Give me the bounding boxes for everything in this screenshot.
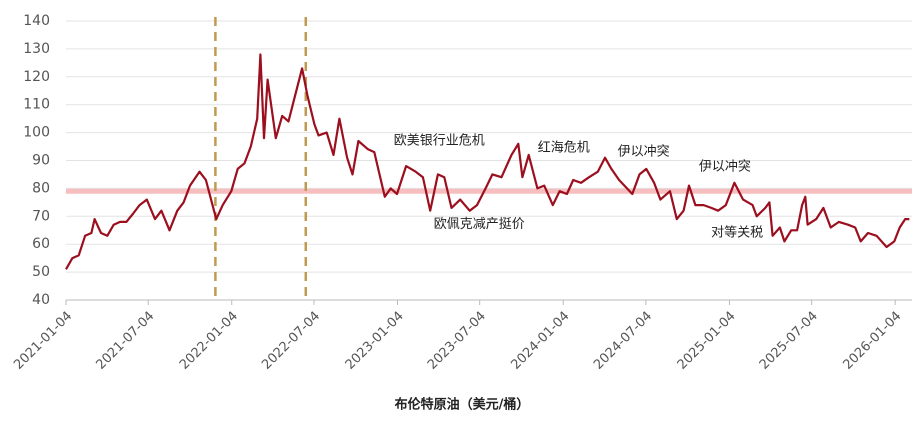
y-tick-label: 130 (23, 41, 50, 57)
y-tick-label: 120 (23, 69, 50, 85)
y-tick-label: 50 (32, 264, 50, 280)
price-line (65, 53, 910, 270)
y-tick-label: 60 (32, 236, 50, 252)
annotation: 伊以冲突 (699, 158, 751, 174)
x-tick-label: 2026-01-04 (840, 309, 904, 373)
y-tick-label: 70 (32, 208, 50, 224)
x-tick-label: 2025-07-04 (757, 309, 821, 373)
annotation: 伊以冲突 (618, 144, 670, 160)
annotation: 欧美银行业危机 (394, 133, 485, 148)
x-tick-label: 2024-07-04 (591, 309, 655, 373)
x-tick-label: 2023-07-04 (425, 309, 489, 373)
y-tick-label: 100 (23, 125, 50, 141)
x-tick-label: 2021-01-04 (11, 309, 75, 373)
annotation: 对等关税 (711, 225, 763, 241)
y-tick-label: 80 (32, 180, 50, 196)
annotation: 红海危机 (538, 139, 590, 155)
x-axis-title: 布伦特原油（美元/桶） (395, 397, 530, 413)
y-tick-label: 40 (32, 292, 50, 308)
y-tick-label: 140 (23, 13, 50, 29)
x-tick-label: 2024-01-04 (509, 309, 573, 373)
x-tick-label: 2021-07-04 (93, 309, 157, 373)
x-tick-label: 2023-01-04 (343, 309, 407, 373)
x-tick-label: 2022-01-04 (177, 309, 241, 373)
x-tick-label: 2025-01-04 (675, 309, 739, 373)
annotation: 欧佩克减产挺价 (434, 217, 525, 232)
y-tick-label: 90 (32, 153, 50, 169)
y-tick-label: 110 (23, 97, 50, 113)
x-tick-label: 2022-07-04 (259, 309, 323, 373)
